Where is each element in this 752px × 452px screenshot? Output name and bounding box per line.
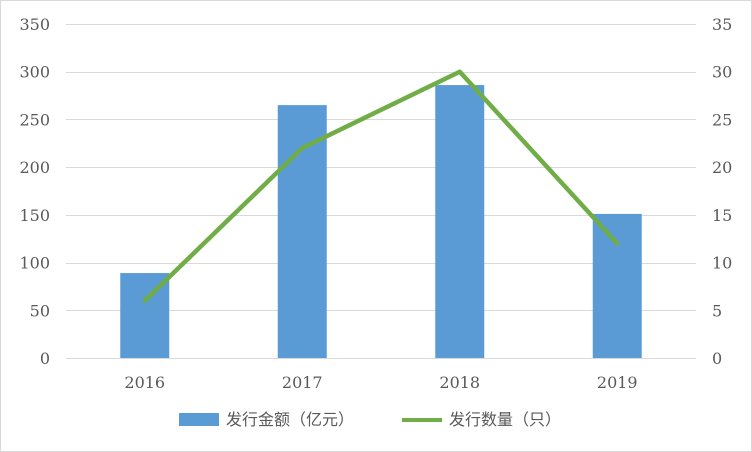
left-tick-label: 200 — [19, 158, 50, 177]
right-axis-ticks: 0 5 10 15 20 25 30 35 — [712, 15, 732, 368]
right-tick-label: 25 — [712, 110, 732, 129]
legend: 发行金额（亿元） 发行数量（只） — [179, 410, 561, 429]
bar-series — [120, 85, 642, 359]
x-tick-label: 2016 — [124, 373, 165, 392]
left-tick-label: 50 — [30, 301, 50, 320]
series-line — [142, 69, 620, 303]
right-tick-label: 5 — [712, 301, 722, 320]
left-tick-label: 350 — [19, 15, 50, 34]
right-tick-label: 20 — [712, 158, 732, 177]
x-tick-label: 2019 — [597, 373, 638, 392]
left-tick-label: 100 — [19, 254, 50, 273]
x-tick-label: 2018 — [439, 373, 480, 392]
right-tick-label: 35 — [712, 15, 732, 34]
bar — [592, 213, 642, 358]
line-series — [142, 69, 620, 303]
left-tick-label: 300 — [19, 63, 50, 82]
left-tick-label: 0 — [40, 349, 50, 368]
right-tick-label: 30 — [712, 63, 732, 82]
right-tick-label: 0 — [712, 349, 722, 368]
bar — [277, 105, 327, 358]
x-tick-label: 2017 — [282, 373, 323, 392]
left-tick-label: 250 — [19, 110, 50, 129]
gridlines — [66, 24, 696, 359]
left-tick-label: 150 — [19, 206, 50, 225]
left-axis-ticks: 0 50 100 150 200 250 300 350 — [19, 15, 50, 368]
bar — [435, 85, 485, 359]
legend-bar-swatch — [179, 413, 219, 426]
legend-bar-label: 发行金额（亿元） — [226, 410, 354, 429]
x-axis-ticks: 2016 2017 2018 2019 — [124, 373, 637, 392]
right-tick-label: 10 — [712, 254, 732, 273]
right-tick-label: 15 — [712, 206, 732, 225]
legend-line-label: 发行数量（只） — [449, 410, 561, 429]
